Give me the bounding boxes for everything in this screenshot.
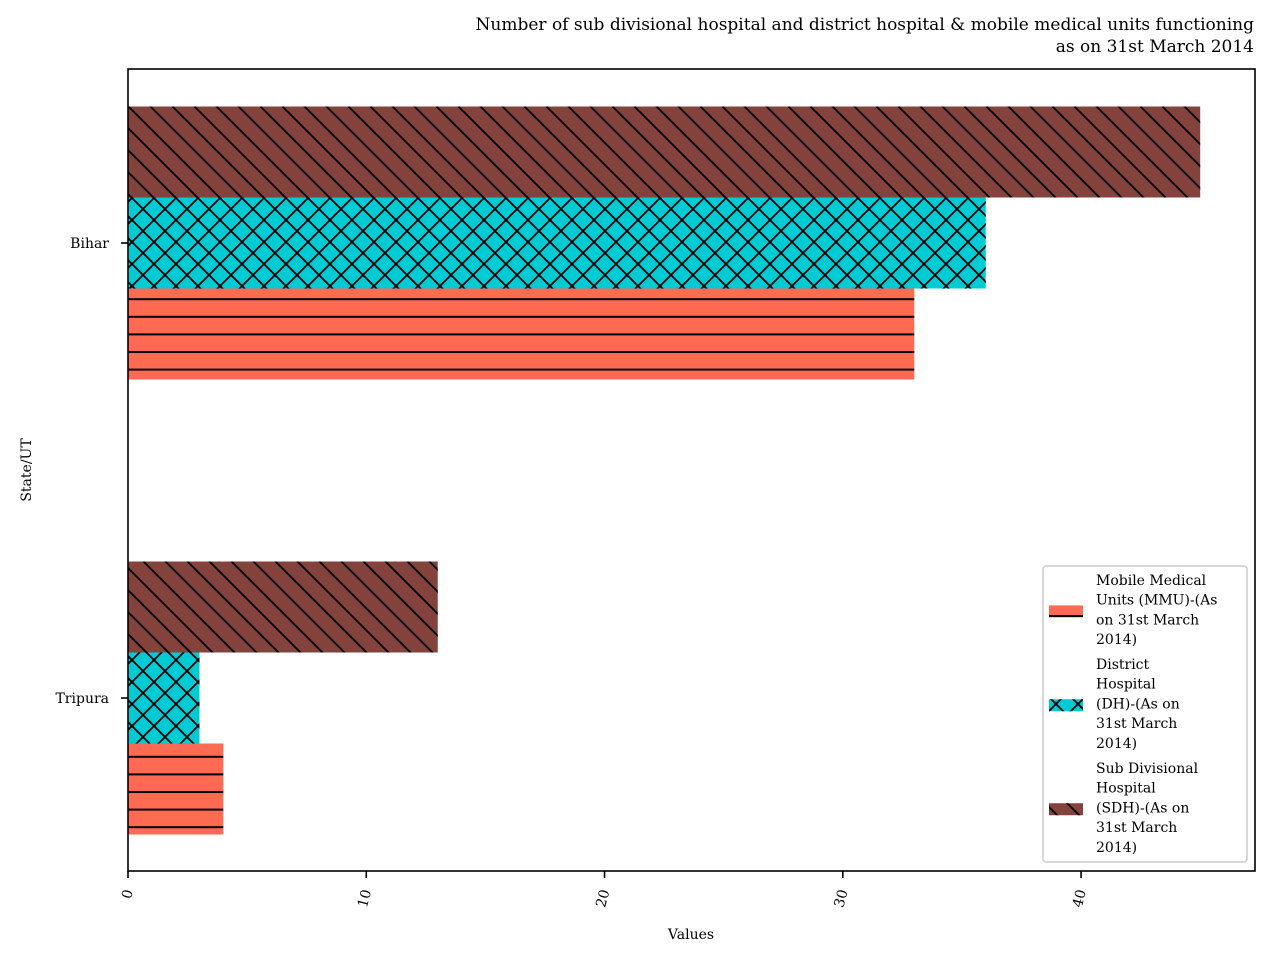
legend-label-line: 2014) <box>1096 840 1137 856</box>
bar-hatch <box>128 197 986 289</box>
legend-label-line: Units (MMU)-(As <box>1096 593 1217 609</box>
plot-frame <box>127 68 1256 872</box>
legend-label-line: 2014) <box>1096 736 1137 752</box>
legend-label-line: Mobile Medical <box>1096 573 1207 589</box>
x-axis-label: Values <box>667 927 714 943</box>
legend-label-line: (DH)-(As on <box>1096 696 1180 712</box>
legend-label-line: Hospital <box>1096 781 1156 797</box>
legend-entry-2: District Hospital (DH)-(As on 31st March 201… <box>1049 657 1180 752</box>
x-tick-label: 40 <box>1070 888 1090 909</box>
bar-tripura-series-2 <box>128 652 200 744</box>
legend-label-line: 2014) <box>1096 632 1137 648</box>
x-axis-ticks: 0 10 20 30 40 <box>119 871 1090 909</box>
legend-label-line: 31st March <box>1096 716 1177 732</box>
x-tick-label: 0 <box>119 888 137 901</box>
bar-bihar-series-1 <box>128 288 915 380</box>
bar-hatch <box>128 288 915 380</box>
bar-bihar-series-2 <box>128 197 986 289</box>
legend-label-line: District <box>1096 657 1150 673</box>
legend-entry-1: Mobile Medical Units (MMU)-(As on 31st Mar… <box>1049 573 1217 648</box>
legend-label-line: Sub Divisional <box>1096 761 1199 777</box>
bars-layer <box>128 106 1201 835</box>
legend-swatch-hatch <box>1049 803 1083 816</box>
legend-label-line: on 31st March <box>1096 612 1199 628</box>
bar-hatch <box>128 106 1201 198</box>
bar-hatch <box>128 561 438 653</box>
y-tick-label: Tripura <box>55 691 109 707</box>
x-tick-label: 10 <box>355 888 375 909</box>
legend-label-line: (SDH)-(As on <box>1096 800 1189 816</box>
legend-swatch-hatch <box>1049 699 1083 712</box>
x-tick-label: 30 <box>832 888 852 909</box>
chart-title-line-2: as on 31st March 2014 <box>1056 37 1254 57</box>
bar-hatch <box>128 652 200 744</box>
bar-tripura-series-3 <box>128 561 438 653</box>
legend-entry-3: Sub Divisional Hospital (SDH)-(As on 31st M… <box>1049 761 1199 856</box>
x-tick-label: 20 <box>593 888 613 909</box>
bar-hatch <box>128 743 224 835</box>
legend-box <box>1042 565 1248 863</box>
legend-label-line: 31st March <box>1096 820 1177 836</box>
chart-title: Number of sub divisional hospital and di… <box>476 15 1255 57</box>
legend: Mobile Medical Units (MMU)-(As on 31st Mar… <box>1042 565 1248 863</box>
legend-label-line: Hospital <box>1096 677 1156 693</box>
bar-bihar-series-3 <box>128 106 1201 198</box>
chart-title-line-1: Number of sub divisional hospital and di… <box>476 15 1255 35</box>
y-tick-label: Bihar <box>70 236 109 252</box>
legend-swatch-hatch <box>1049 605 1083 618</box>
bar-tripura-series-1 <box>128 743 224 835</box>
y-axis-label: State/UT <box>19 438 35 502</box>
y-axis-ticks: Bihar Tripura <box>55 236 128 707</box>
